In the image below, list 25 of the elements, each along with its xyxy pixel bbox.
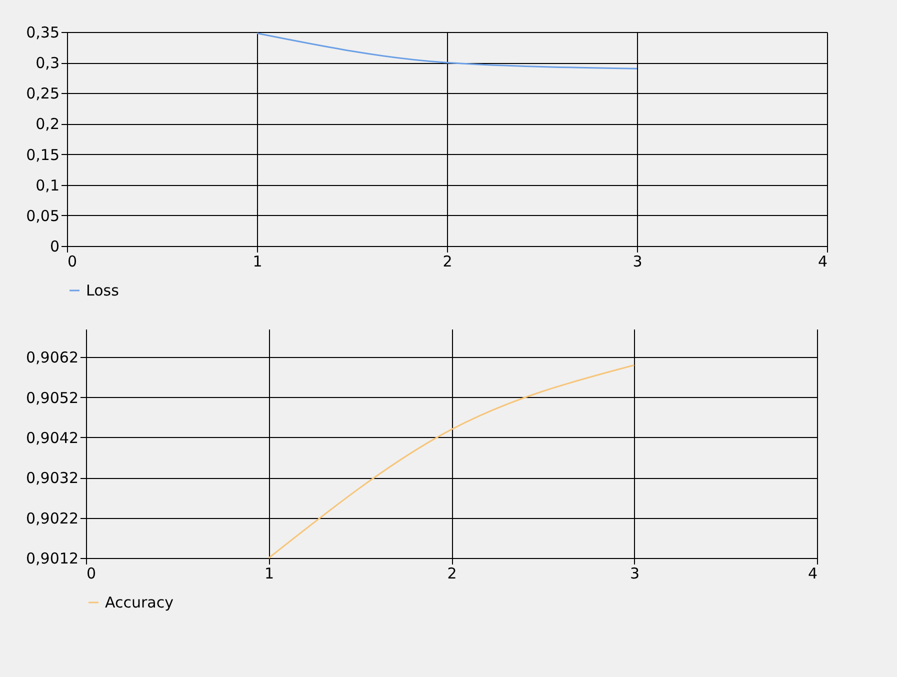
y-tick-label: 0,05 <box>26 206 60 225</box>
x-tick-label: 3 <box>632 252 642 270</box>
x-tick-label: 2 <box>442 252 452 270</box>
x-tick-label: 3 <box>630 564 640 582</box>
y-tick-label: 0,3 <box>36 54 60 72</box>
y-tick-label: 0,9052 <box>26 388 78 407</box>
y-tick-label: 0,1 <box>36 176 60 194</box>
y-tick-label: 0,9032 <box>26 469 78 488</box>
y-tick-label: 0,9062 <box>26 348 78 367</box>
y-tick-label: 0 <box>50 238 60 256</box>
x-tick-label: 1 <box>264 564 274 582</box>
x-tick-label: 1 <box>252 252 262 270</box>
x-tick-label: 4 <box>818 252 828 270</box>
x-tick-label: 2 <box>447 564 457 582</box>
x-tick-label: 0 <box>86 564 96 582</box>
legend-label: Accuracy <box>105 594 174 612</box>
y-tick-label: 0,9012 <box>26 550 78 568</box>
y-tick-label: 0,9042 <box>26 428 78 447</box>
legend-label: Loss <box>86 282 120 300</box>
y-tick-label: 0,9022 <box>26 509 78 528</box>
x-tick-label: 4 <box>808 564 818 582</box>
y-tick-label: 0,35 <box>26 24 60 42</box>
y-tick-label: 0,15 <box>26 146 60 164</box>
y-tick-label: 0,2 <box>36 115 60 134</box>
y-tick-label: 0,25 <box>26 84 60 103</box>
